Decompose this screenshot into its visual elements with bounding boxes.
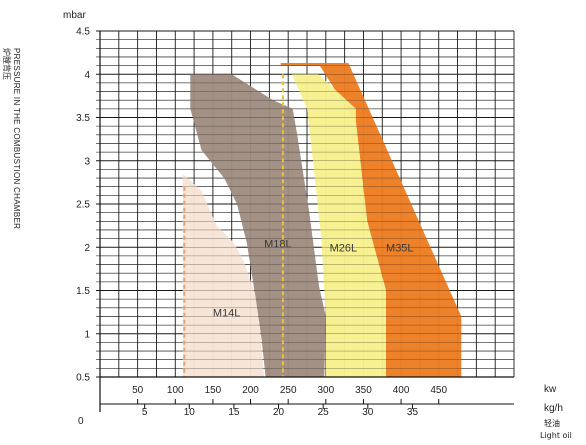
y-axis-title: PRESSURE IN THE COMBUSTION CHAMBER bbox=[12, 48, 21, 229]
y-unit: mbar bbox=[63, 10, 86, 21]
kw-tick-label: 150 bbox=[205, 385, 222, 396]
kgh-tick-label: 35 bbox=[407, 407, 419, 418]
region-m26l bbox=[246, 74, 386, 378]
region-m35l bbox=[280, 63, 462, 377]
y-tick-label: 4 bbox=[84, 70, 90, 81]
kgh-tick-label: 30 bbox=[362, 407, 374, 418]
y-axis-title-cn: 炉膛背压 bbox=[2, 48, 12, 80]
kgh-tick-label: 5 bbox=[142, 407, 148, 418]
regions bbox=[100, 30, 514, 378]
y-tick-label: 3 bbox=[84, 156, 90, 167]
labels: M14L M18L M26L M35L bbox=[213, 238, 414, 319]
y-zero-label: 0 bbox=[78, 416, 84, 427]
y-tick-label: 3.5 bbox=[76, 113, 90, 124]
y-tick-label: 2 bbox=[84, 243, 90, 254]
kw-tick-label: 50 bbox=[132, 385, 144, 396]
kw-tick-label: 100 bbox=[167, 385, 184, 396]
kw-tick-label: 200 bbox=[242, 385, 259, 396]
x-unit-cn: 轻油 bbox=[544, 418, 560, 428]
kgh-tick-label: 20 bbox=[273, 407, 285, 418]
kw-tick-label: 250 bbox=[280, 385, 297, 396]
dashed-lines bbox=[183, 74, 284, 377]
y-tick-label: 2.5 bbox=[76, 200, 90, 211]
y-tick-label: 0.5 bbox=[76, 373, 90, 384]
kgh-tick-label: 25 bbox=[318, 407, 330, 418]
x-unit-kw: kw bbox=[544, 384, 557, 395]
x-unit-kgh: kg/h bbox=[544, 403, 563, 414]
x-unit-fuel: Light oil bbox=[540, 431, 572, 440]
region-label-m26l: M26L bbox=[330, 243, 358, 255]
kw-tick-label: 400 bbox=[393, 385, 410, 396]
kgh-tick-label: 10 bbox=[184, 407, 196, 418]
region-label-m18l: M18L bbox=[264, 238, 292, 250]
kw-tick-label: 350 bbox=[355, 385, 372, 396]
region-m14l bbox=[182, 173, 265, 377]
y-tick-label: 1.5 bbox=[76, 286, 90, 297]
axes: 0.5 1 1.5 2 2.5 3 3.5 4 4.5 50 100 150 200 250 300 350 4… bbox=[76, 27, 514, 418]
y-tick-label: 4.5 bbox=[76, 27, 90, 38]
kw-tick-label: 450 bbox=[430, 385, 447, 396]
kgh-tick-label: 15 bbox=[228, 407, 240, 418]
region-m18l bbox=[190, 74, 326, 378]
kw-tick-label: 300 bbox=[317, 385, 334, 396]
region-label-m35l: M35L bbox=[386, 243, 414, 255]
y-tick-label: 1 bbox=[84, 329, 90, 340]
region-label-m14l: M14L bbox=[213, 307, 241, 319]
